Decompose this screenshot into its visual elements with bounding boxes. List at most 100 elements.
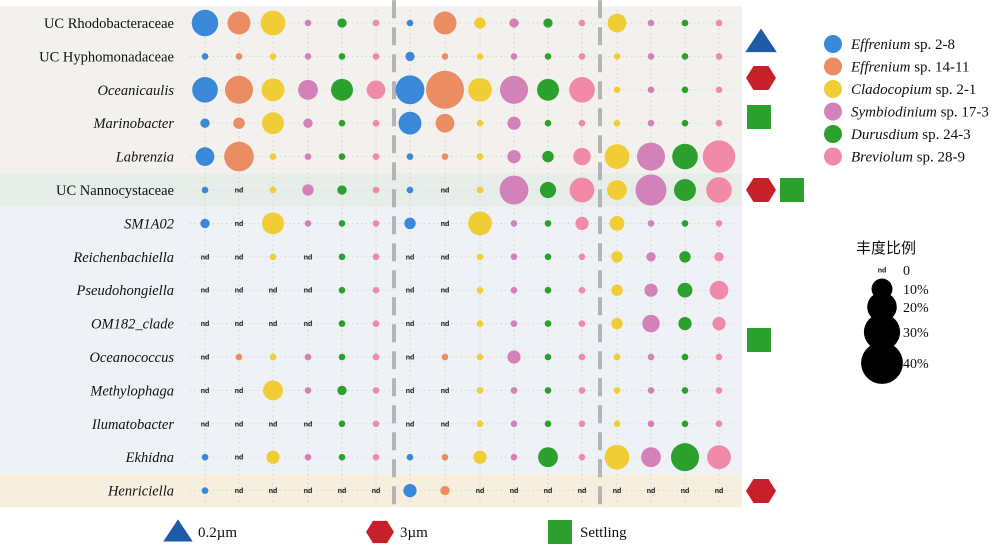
series-legend-label: Effrenium sp. 2-8 <box>850 37 955 53</box>
series-legend-genus: Effrenium <box>850 37 911 53</box>
bubble <box>433 11 457 35</box>
row-label: UC Rhodobacteraceae <box>44 16 174 32</box>
bubble <box>510 320 518 327</box>
bubble <box>201 53 209 60</box>
bubble <box>715 86 723 94</box>
nd-label: nd <box>235 388 244 395</box>
bubble <box>298 79 318 100</box>
bubble <box>269 153 277 160</box>
bubble <box>573 147 591 166</box>
bubble <box>372 253 380 261</box>
row-labels: UC Rhodobacteraceae UC Hyphomonadaceae Oce… <box>39 16 174 500</box>
bubble <box>510 253 518 261</box>
row-label: UC Nannocystaceae <box>56 183 174 199</box>
bubble <box>235 53 243 60</box>
bubble <box>476 320 484 327</box>
series-legend-label: Breviolum sp. 28-9 <box>851 150 965 166</box>
bubble <box>544 286 552 294</box>
bubble <box>269 53 277 60</box>
bubble <box>647 86 655 94</box>
bubble <box>510 453 518 461</box>
size-legend-label: 30% <box>903 326 929 341</box>
nd-label: nd <box>304 288 313 295</box>
bubble <box>404 217 416 230</box>
series-legend-label: Effrenium sp. 14-11 <box>850 60 969 76</box>
bubble <box>678 316 692 331</box>
bubble <box>613 353 621 361</box>
bubble <box>191 9 219 37</box>
group-legend-label: Settling <box>580 525 627 541</box>
bubble <box>544 220 552 227</box>
row-label: OM182_clade <box>91 317 175 333</box>
bubble <box>473 450 487 464</box>
bubble <box>441 53 449 60</box>
bubble <box>201 186 209 194</box>
bubble <box>707 445 731 470</box>
bubble <box>647 19 655 27</box>
bubble <box>681 220 689 227</box>
bubble <box>544 353 552 361</box>
bubble <box>641 447 661 468</box>
nd-label: nd <box>201 421 210 428</box>
nd-label: nd <box>201 355 210 362</box>
bubble <box>372 19 380 27</box>
bubble <box>338 353 346 361</box>
bubble <box>262 112 284 135</box>
bubble <box>611 284 623 296</box>
series-legend-swatch <box>824 80 842 98</box>
nd-label: nd <box>544 488 553 495</box>
bubble <box>712 316 726 331</box>
group-legend-label: 0.2µm <box>198 525 237 541</box>
bubble <box>647 353 655 361</box>
bubble <box>372 153 380 160</box>
bubble <box>263 380 283 401</box>
bubble <box>507 149 521 164</box>
bubble <box>476 420 484 428</box>
series-legend-strain: sp. 24-3 <box>919 127 971 143</box>
nd-label: nd <box>269 288 278 295</box>
bubble <box>544 420 552 428</box>
bubble <box>338 153 346 160</box>
series-legend-swatch <box>824 57 842 76</box>
bubble <box>499 75 529 104</box>
bubble <box>674 179 696 201</box>
size-legend-label: 0 <box>903 264 910 279</box>
nd-label: nd <box>441 388 450 395</box>
bubble <box>613 387 621 394</box>
bubble <box>395 75 425 105</box>
bubble <box>544 320 552 327</box>
bubble <box>544 53 552 60</box>
nd-label: nd <box>269 488 278 495</box>
size-legend-title: 丰度比例 <box>856 240 916 257</box>
bubble <box>468 211 492 236</box>
bubble <box>192 76 218 103</box>
bubble <box>578 253 586 261</box>
bubble <box>261 78 285 102</box>
size-legend-label: 20% <box>903 301 929 316</box>
nd-label: nd <box>269 421 278 428</box>
bubble <box>304 453 312 461</box>
row-label: Pseudohongiella <box>76 283 174 299</box>
bubble <box>474 17 486 29</box>
bubble <box>544 387 552 394</box>
bubble <box>476 286 484 294</box>
series-legend-swatch <box>824 102 842 121</box>
nd-label: nd <box>235 288 244 295</box>
series-legend-label: Durusdium sp. 24-3 <box>850 127 971 143</box>
bubble <box>338 286 346 294</box>
bubble <box>604 144 630 169</box>
bubble <box>681 53 689 60</box>
bubble <box>578 353 586 361</box>
group-legend-label: 3µm <box>400 525 428 541</box>
series-legend-genus: Symbiodinium <box>851 105 937 121</box>
series-legend-label: Symbiodinium sp. 17-3 <box>851 105 989 121</box>
bubble <box>644 283 658 297</box>
bubble <box>337 185 347 195</box>
bubble <box>269 253 277 261</box>
group-separators <box>392 0 602 514</box>
nd-label: nd <box>406 355 415 362</box>
row-label: Labrenzia <box>115 150 174 166</box>
bubble <box>604 444 630 470</box>
bubble <box>670 443 700 472</box>
bubble <box>468 77 492 102</box>
